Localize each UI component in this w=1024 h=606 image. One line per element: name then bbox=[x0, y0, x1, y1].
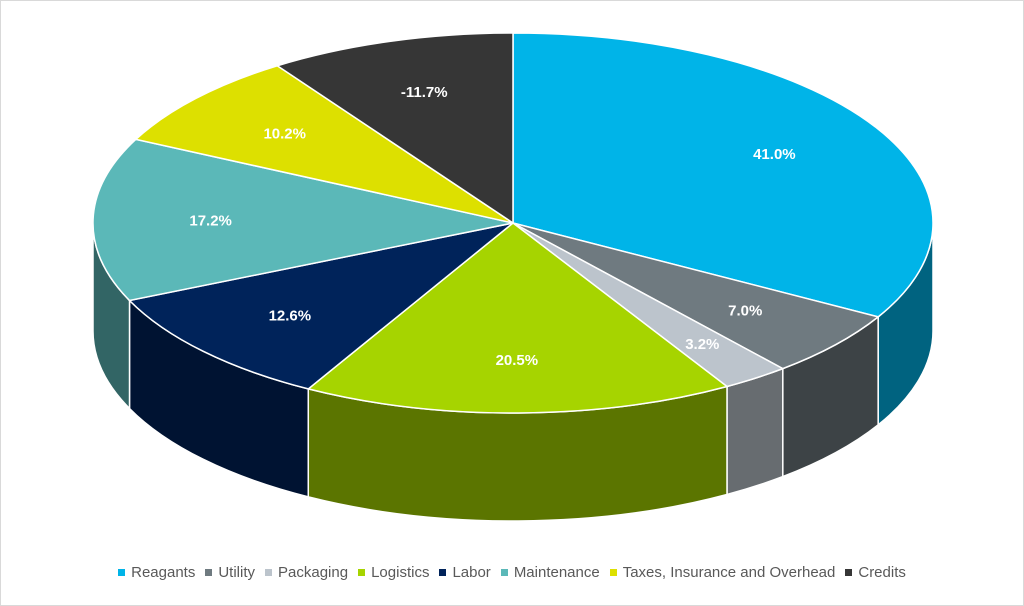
pie-slice-1[interactable] bbox=[512, 222, 880, 370]
legend-swatch bbox=[609, 569, 617, 576]
pie-slice-4[interactable] bbox=[128, 222, 514, 390]
pie-chart: 41.0% 7.0% 3.2% 20.5% 12.6% 17.2% 10.2% -11.7% bbox=[92, 32, 934, 522]
data-label: 17.2% bbox=[189, 213, 232, 230]
legend-label: Packaging bbox=[278, 564, 349, 581]
legend-label: Utility bbox=[218, 564, 256, 581]
legend-item: Utility bbox=[205, 564, 255, 581]
legend-item: Credits bbox=[845, 564, 906, 581]
legend-swatch bbox=[205, 569, 213, 576]
legend-swatch bbox=[500, 569, 508, 576]
legend-item: Reagants bbox=[118, 564, 195, 581]
data-label: 7.0% bbox=[728, 303, 762, 320]
pie-slice-5[interactable] bbox=[92, 138, 514, 302]
legend-label: Maintenance bbox=[513, 564, 600, 581]
legend-swatch bbox=[265, 569, 273, 576]
data-label: 3.2% bbox=[685, 336, 719, 353]
pie-slice-3[interactable] bbox=[306, 222, 729, 414]
pie-slice-6[interactable] bbox=[134, 64, 514, 224]
legend-swatch bbox=[439, 569, 447, 576]
data-label: 12.6% bbox=[269, 307, 312, 324]
legend-item: Labor bbox=[439, 564, 491, 581]
legend-label: Taxes, Insurance and Overhead bbox=[622, 564, 836, 581]
pie-slice-7[interactable] bbox=[275, 32, 514, 225]
legend-label: Labor bbox=[452, 564, 491, 581]
pie-side-2 bbox=[726, 367, 784, 496]
legend-swatch bbox=[845, 569, 853, 576]
data-label: -11.7% bbox=[401, 84, 448, 101]
data-label: 20.5% bbox=[496, 352, 539, 369]
pie-slice-0[interactable] bbox=[512, 32, 934, 318]
legend-swatch bbox=[118, 569, 126, 576]
data-label: 41.0% bbox=[753, 146, 796, 163]
legend: Reagants Utility Packaging Logistics Labor Ma… bbox=[1, 564, 1023, 581]
legend-item: Packaging bbox=[265, 564, 348, 581]
legend-item: Taxes, Insurance and Overhead bbox=[609, 564, 836, 581]
legend-item: Logistics bbox=[358, 564, 429, 581]
legend-label: Credits bbox=[858, 564, 906, 581]
legend-item: Maintenance bbox=[500, 564, 600, 581]
legend-label: Logistics bbox=[371, 564, 430, 581]
legend-label: Reagants bbox=[131, 564, 196, 581]
legend-swatch bbox=[358, 569, 366, 576]
data-label: 10.2% bbox=[263, 125, 306, 142]
